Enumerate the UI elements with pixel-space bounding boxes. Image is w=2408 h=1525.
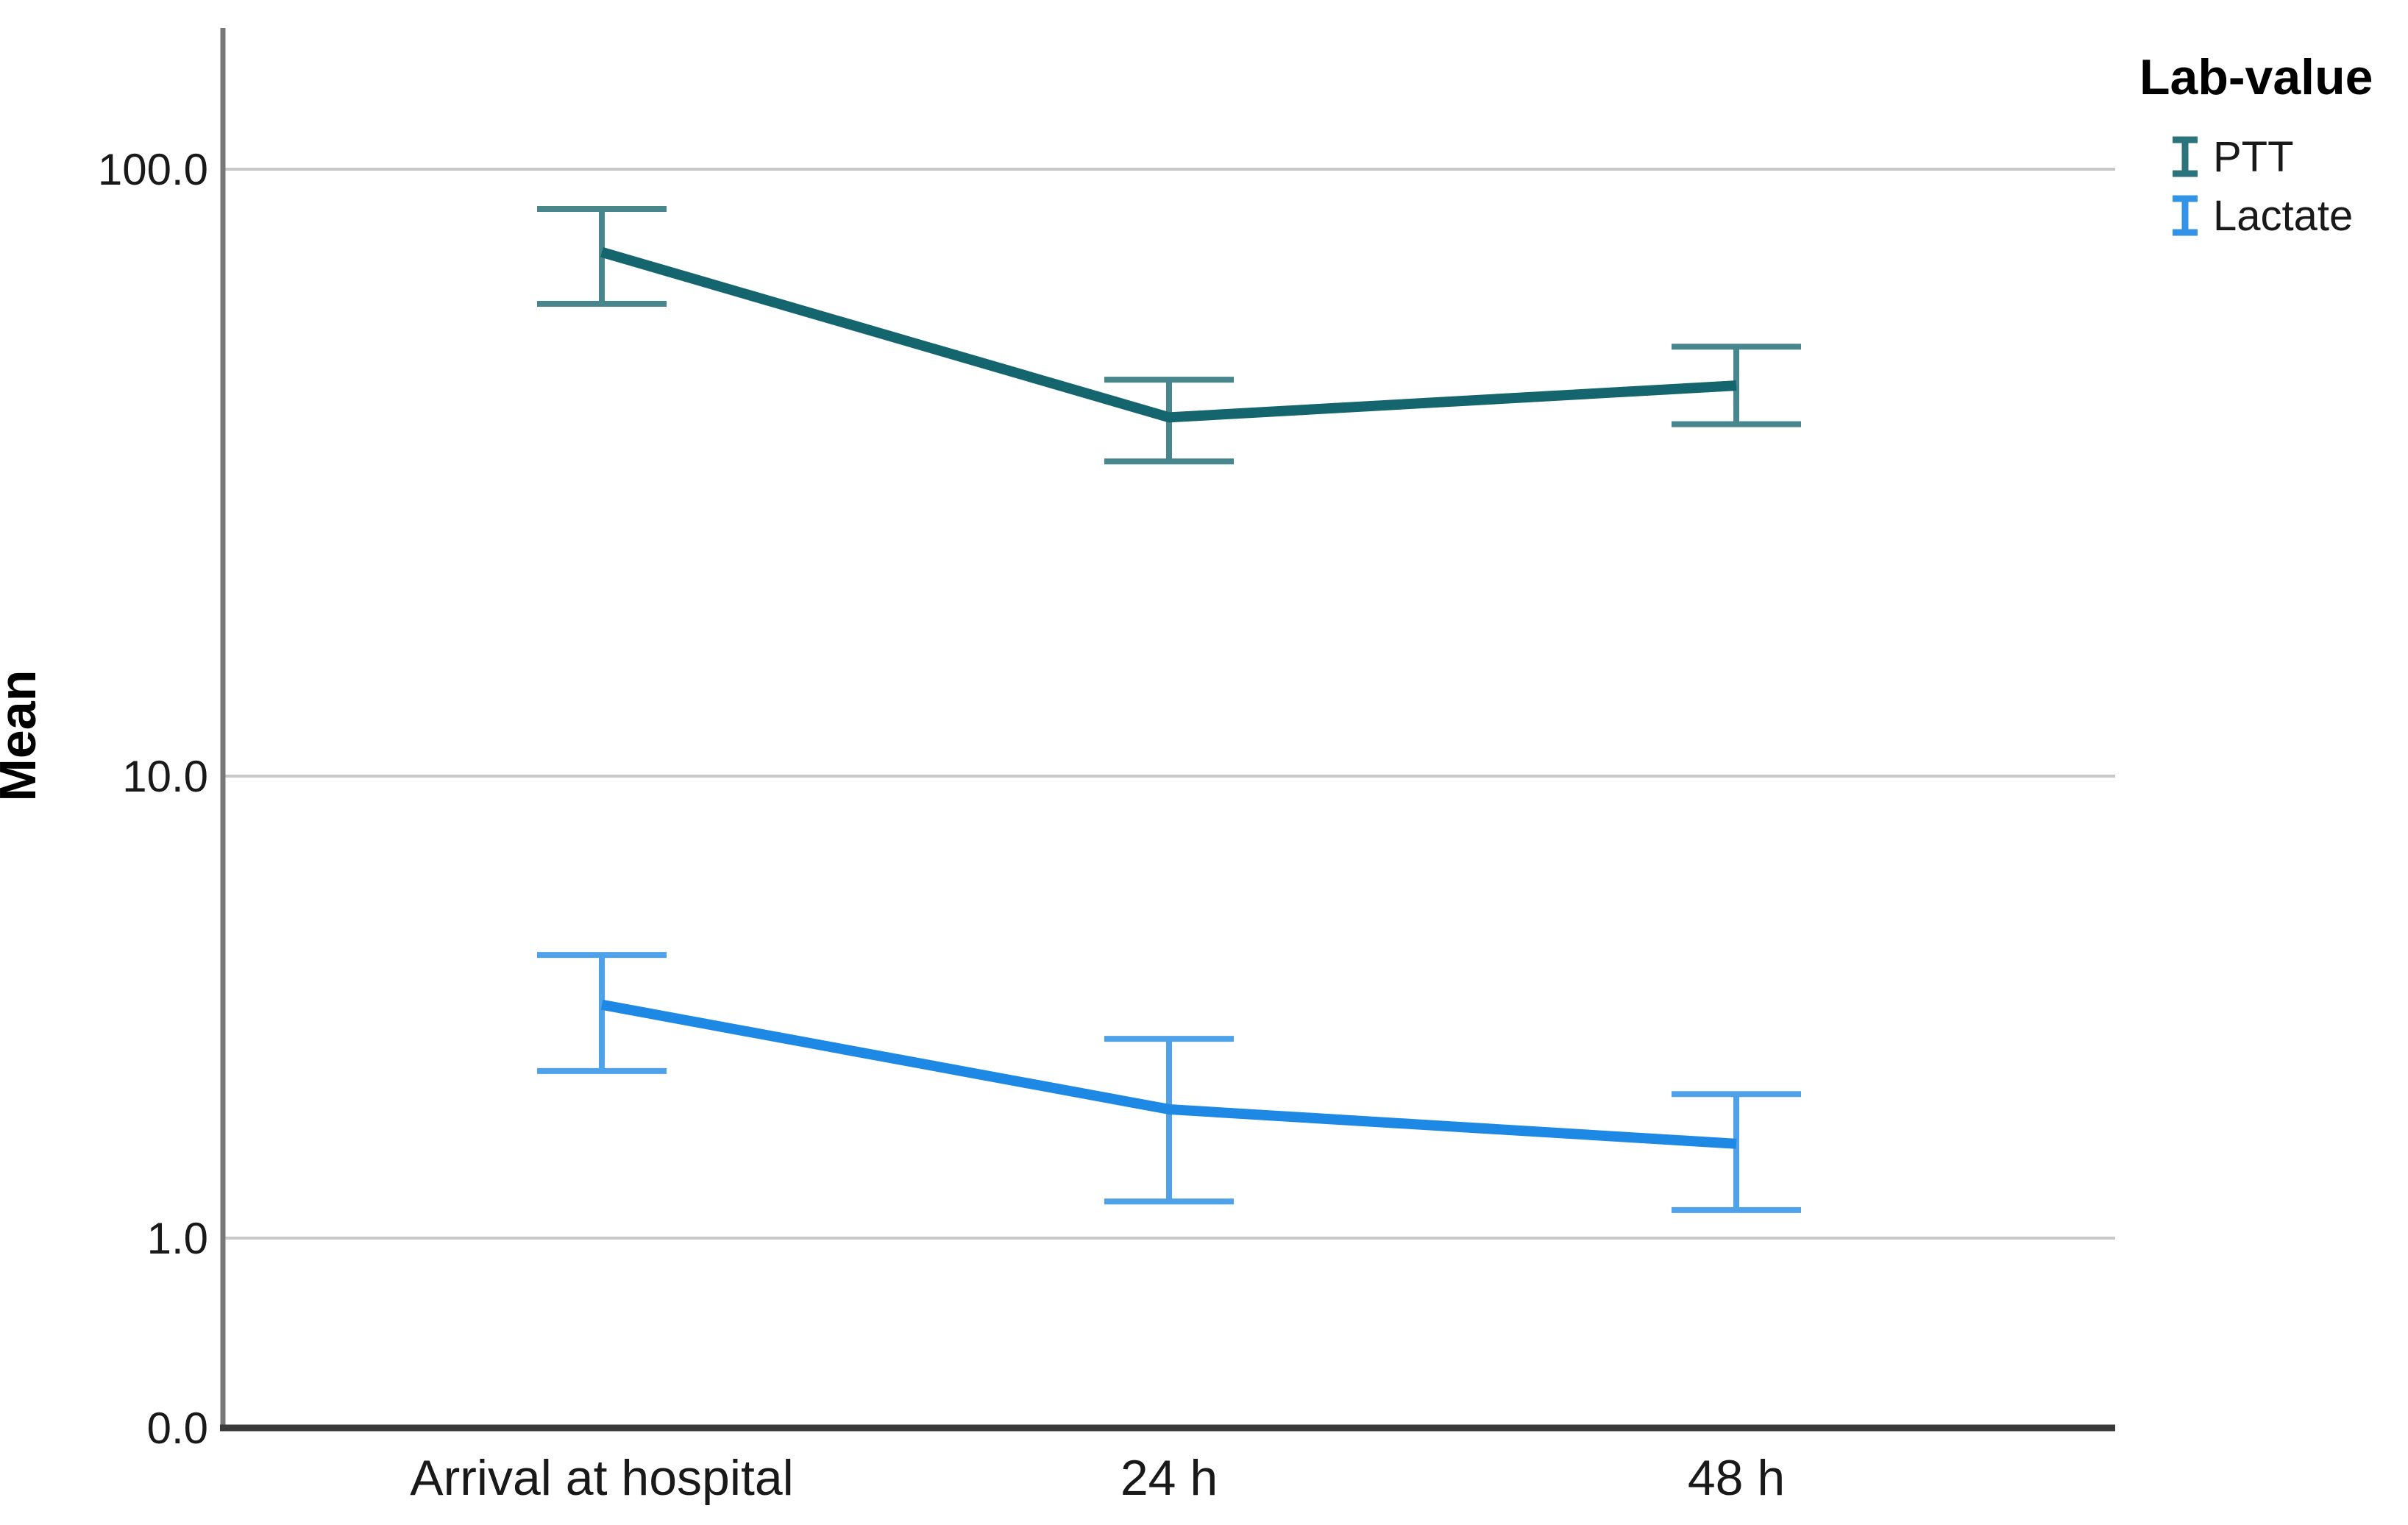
legend-items: PTT Lactate <box>2173 133 2353 240</box>
lactate-error-bar-1 <box>1104 1036 1234 1205</box>
ptt-error-bar-1 <box>1104 377 1234 465</box>
x-tick-label-0: Arrival at hospital <box>410 1450 794 1506</box>
legend-item-ptt: PTT <box>2173 133 2294 181</box>
x-axis-tick-labels: Arrival at hospital 24 h 48 h <box>410 1450 1785 1506</box>
error-bars <box>537 206 1801 1213</box>
lactate-error-bar-0 <box>537 952 667 1074</box>
lactate-error-bar-2 <box>1672 1091 1801 1213</box>
lactate-errorbar-swatch-icon <box>2173 195 2198 236</box>
y-tick-label-10.0: 10.0 <box>122 752 208 801</box>
legend-item-lactate: Lactate <box>2173 192 2353 240</box>
y-tick-label-1.0: 1.0 <box>147 1214 208 1263</box>
legend-label-lactate: Lactate <box>2213 192 2353 240</box>
y-axis-title: Mean <box>0 670 46 802</box>
ptt-error-bar-2 <box>1672 344 1801 427</box>
legend-title: Lab-value <box>2139 49 2373 105</box>
axes <box>220 28 2115 1432</box>
y-tick-label-0.0: 0.0 <box>147 1404 208 1453</box>
gridlines <box>223 168 2115 1240</box>
x-tick-label-1: 24 h <box>1120 1450 1218 1506</box>
legend: Lab-value PTT Lactate <box>2139 49 2373 240</box>
ptt-error-bar-0 <box>537 206 667 308</box>
y-axis-tick-labels: 0.0 1.0 10.0 100.0 <box>98 145 208 1453</box>
legend-label-ptt: PTT <box>2213 133 2294 181</box>
y-tick-label-100.0: 100.0 <box>98 145 208 194</box>
ptt-errorbar-swatch-icon <box>2173 136 2198 177</box>
x-tick-label-2: 48 h <box>1688 1450 1785 1506</box>
